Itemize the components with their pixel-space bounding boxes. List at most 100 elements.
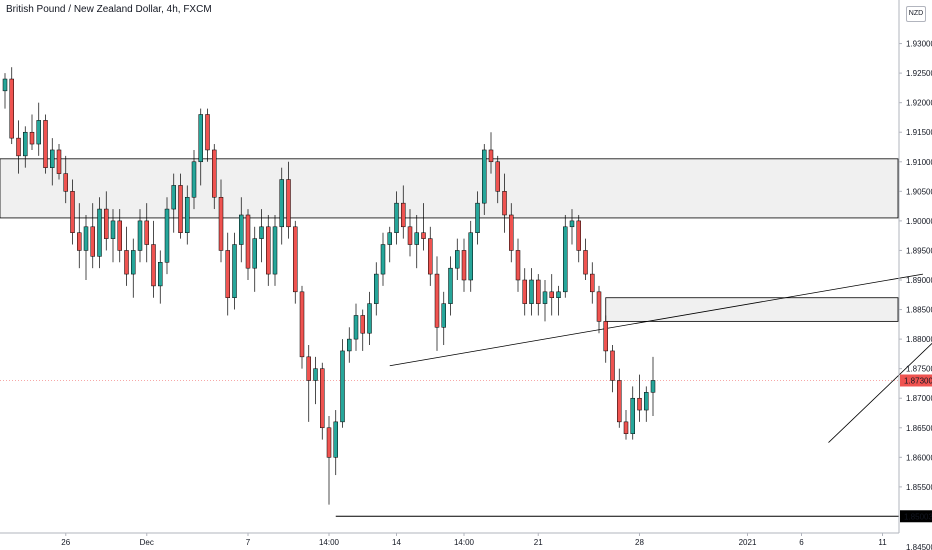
candle xyxy=(529,268,534,316)
candle-body xyxy=(212,149,217,198)
price-tick-label: 1.88500 xyxy=(906,306,932,315)
candle-body xyxy=(50,149,55,168)
candle xyxy=(266,214,271,286)
candle xyxy=(461,238,467,292)
candle xyxy=(151,220,156,298)
candle-body xyxy=(144,220,149,245)
candle-body xyxy=(259,226,264,239)
candle xyxy=(198,108,203,186)
candle-body xyxy=(164,208,170,263)
candle xyxy=(441,291,446,346)
candle-body xyxy=(617,380,622,423)
candle-body xyxy=(124,250,129,275)
candle-body xyxy=(529,279,534,304)
candle-body xyxy=(198,114,203,163)
currency-badge[interactable]: NZD xyxy=(906,6,926,22)
candle-body xyxy=(266,226,271,275)
time-tick-label: Dec xyxy=(140,538,154,547)
candle xyxy=(218,179,224,263)
time-tick-label: 21 xyxy=(534,538,543,547)
candle xyxy=(522,268,527,316)
candle xyxy=(232,232,237,310)
candle xyxy=(630,386,635,440)
candle xyxy=(212,144,217,210)
candle xyxy=(542,280,548,322)
candle-body xyxy=(556,291,561,298)
candle xyxy=(468,220,473,292)
candle xyxy=(286,161,291,239)
support-level-label: 1.85003 xyxy=(900,510,932,523)
candle-body xyxy=(536,279,541,304)
candle-body xyxy=(367,303,372,334)
candle xyxy=(569,209,575,245)
candle xyxy=(374,262,379,316)
price-tick-label: 1.86000 xyxy=(906,453,932,462)
candle xyxy=(448,256,453,316)
zones-layer xyxy=(0,158,899,322)
price-tick-label: 1.90500 xyxy=(906,187,932,196)
candle xyxy=(63,155,68,204)
candle xyxy=(482,144,487,215)
candle xyxy=(252,226,257,292)
candle xyxy=(549,274,554,316)
time-tick-label: 14 xyxy=(392,538,401,547)
candle xyxy=(205,108,210,162)
time-tick-label: 6 xyxy=(799,538,804,547)
candle xyxy=(137,209,143,263)
candle xyxy=(401,185,406,239)
candle-body xyxy=(448,267,453,304)
candle-body xyxy=(502,191,507,216)
candle-body xyxy=(63,173,68,192)
candle-body xyxy=(110,220,116,239)
candle-body xyxy=(610,350,615,381)
candle xyxy=(131,238,136,298)
price-tick-label: 1.91500 xyxy=(906,128,932,137)
candle-body xyxy=(583,250,588,275)
candle-body xyxy=(353,315,359,340)
candle xyxy=(583,238,588,280)
candle-body xyxy=(16,137,21,157)
candle xyxy=(515,238,521,292)
candle xyxy=(185,185,190,245)
candle xyxy=(56,144,62,180)
candle-body xyxy=(380,244,386,275)
candle-body xyxy=(306,356,311,381)
candle xyxy=(455,238,460,280)
candle xyxy=(178,173,183,239)
candle-body xyxy=(29,131,35,145)
candle xyxy=(536,274,541,316)
candle-body xyxy=(414,232,419,245)
time-tick-label: 14:00 xyxy=(454,538,475,547)
candle xyxy=(590,262,595,304)
candle xyxy=(644,386,649,422)
candle xyxy=(650,356,656,416)
candle xyxy=(340,339,345,428)
candle-body xyxy=(434,273,440,328)
candle-body xyxy=(83,226,89,251)
time-tick-label: 7 xyxy=(246,538,251,547)
candle xyxy=(617,368,622,428)
candle xyxy=(245,209,251,280)
candle-body xyxy=(603,321,608,352)
price-tick-label: 1.86500 xyxy=(906,424,932,433)
candle-body xyxy=(563,226,568,293)
candle xyxy=(293,220,298,304)
candle-body xyxy=(394,202,399,233)
candle xyxy=(158,250,163,304)
candle-body xyxy=(272,226,278,275)
candle xyxy=(50,138,55,186)
candle-body xyxy=(421,232,426,239)
candle xyxy=(623,410,629,440)
candle xyxy=(9,67,14,145)
candle xyxy=(360,309,365,351)
candle-body xyxy=(191,161,197,198)
candle xyxy=(596,285,602,334)
candle-body xyxy=(158,262,163,287)
candle xyxy=(353,303,359,351)
candle-body xyxy=(461,250,467,281)
candle xyxy=(43,114,48,174)
zone-2 xyxy=(605,297,899,322)
candle-body xyxy=(293,226,298,293)
candle-body xyxy=(542,291,548,304)
